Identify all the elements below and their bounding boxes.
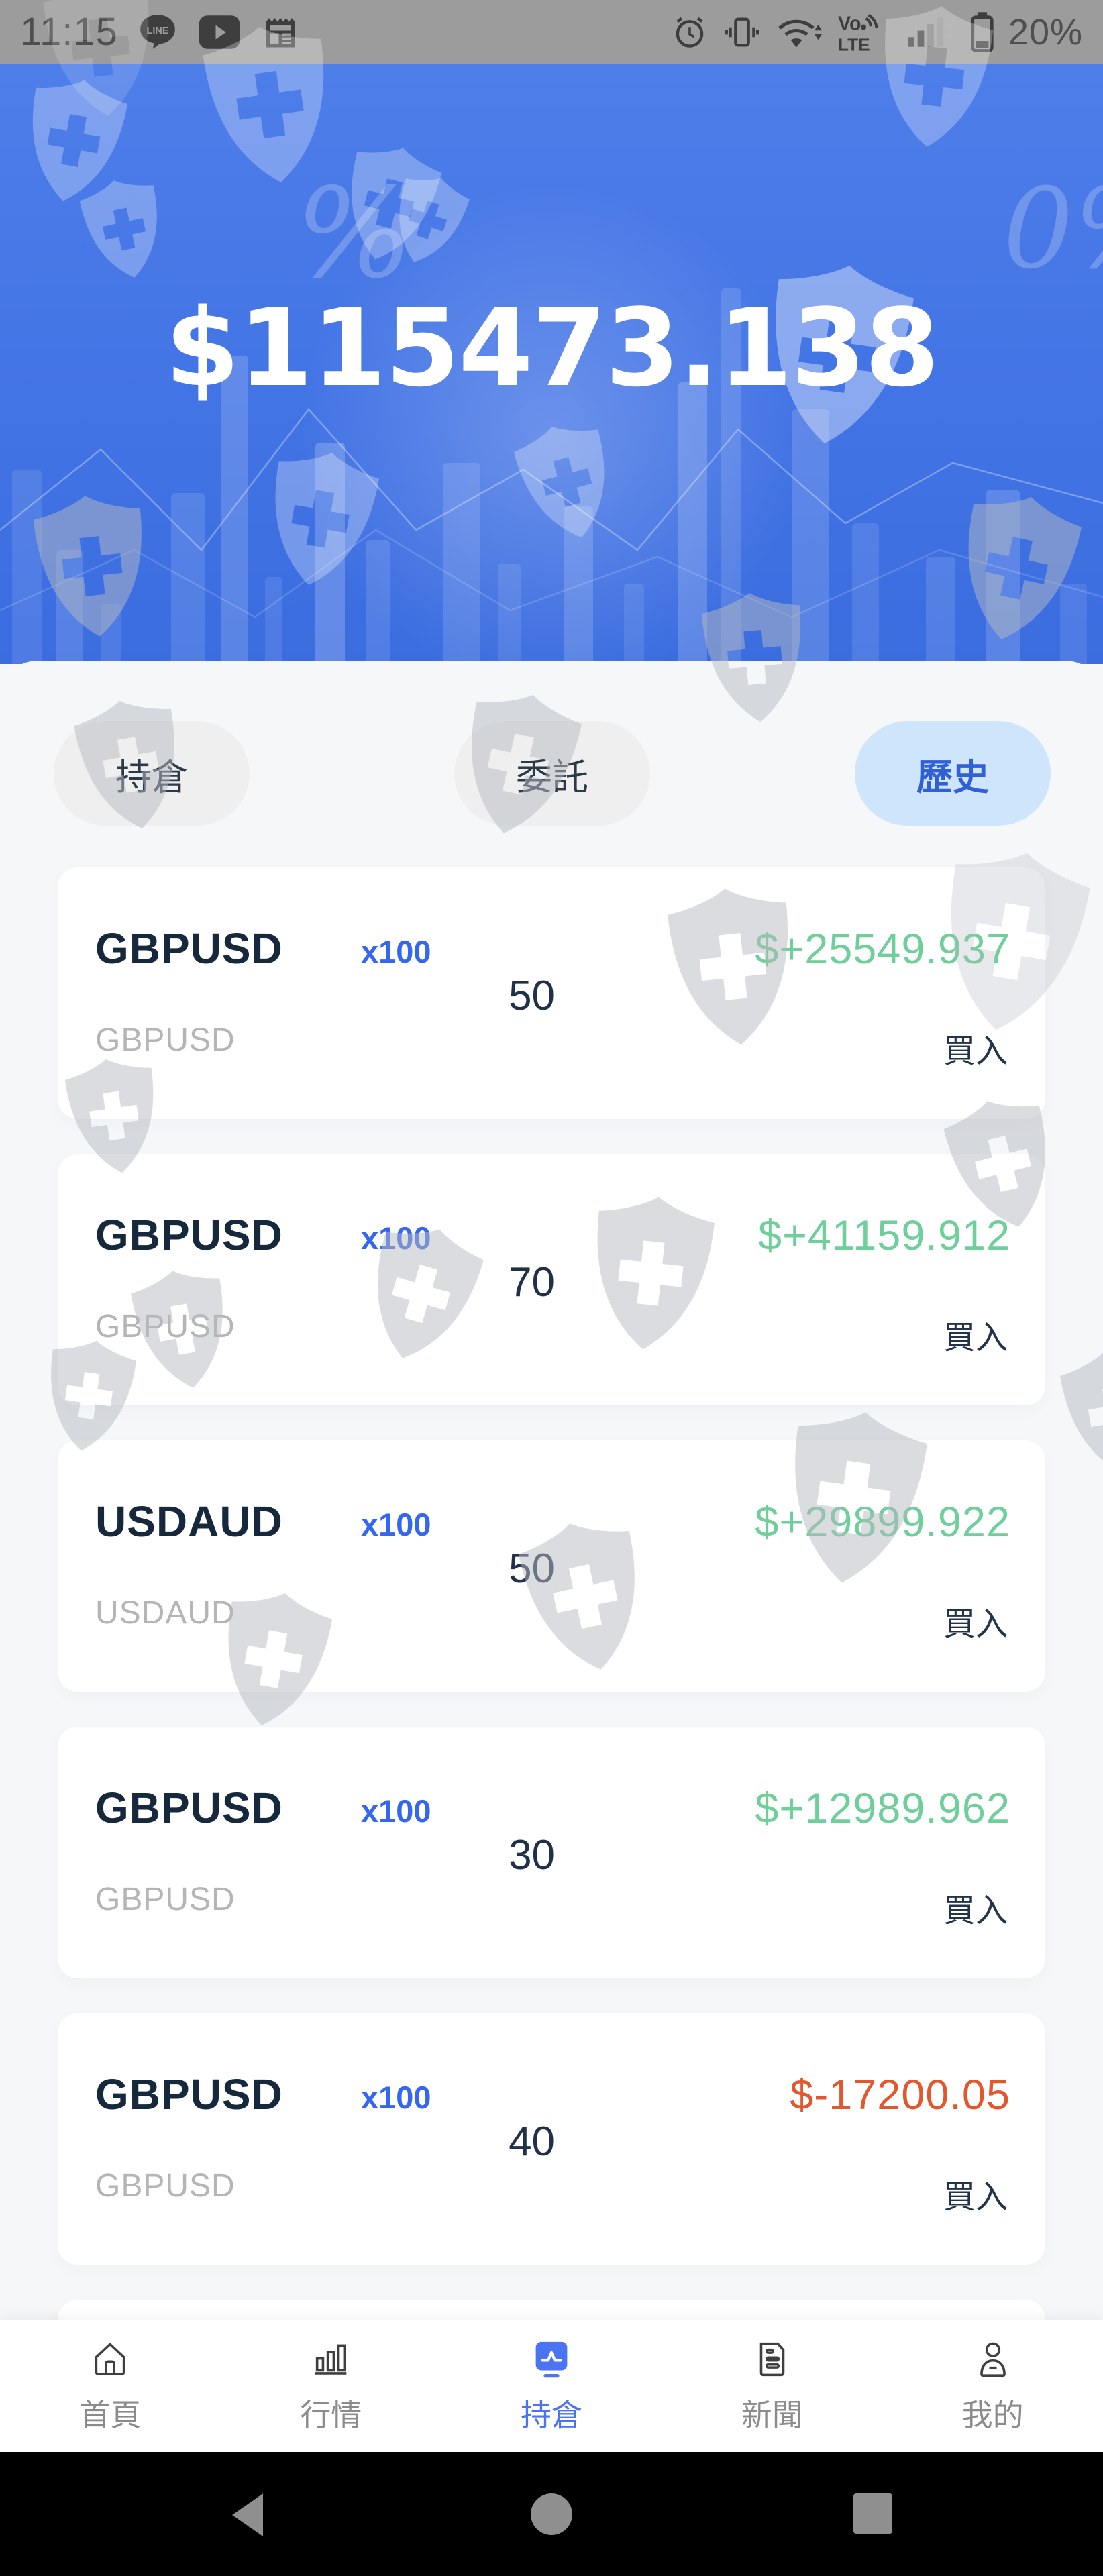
pnl-value: $-17200.05 [790, 2072, 1010, 2118]
nav-item-profile[interactable]: 我的 [882, 2337, 1103, 2435]
wifi-icon [778, 19, 822, 47]
quantity-value: 50 [509, 1546, 556, 1592]
symbol-label: USDAUD [95, 1497, 283, 1546]
pnl-value: $+29899.922 [755, 1499, 1010, 1546]
account-balance: $115473.138 [164, 285, 939, 411]
nav-item-news[interactable]: 新聞 [662, 2337, 882, 2435]
bottom-nav: 首頁 行情 持倉 新聞 [0, 2320, 1103, 2452]
quantity-value: 50 [509, 973, 556, 1019]
trade-side-label: 買入 [943, 1320, 1008, 1356]
nav-label-profile: 我的 [961, 2397, 1024, 2432]
chart-bar-decoration [852, 523, 879, 664]
bar-chart-icon [315, 2344, 347, 2375]
nav-label-home: 首頁 [79, 2397, 142, 2432]
nav-label-positions: 持倉 [520, 2397, 582, 2432]
symbol-sub-label: GBPUSD [95, 1309, 235, 1344]
tab-pending-orders[interactable]: 委託 [454, 721, 650, 826]
symbol-label: GBPUSD [95, 924, 283, 973]
signal-icon [908, 17, 953, 47]
chart-bar-decoration [443, 463, 480, 664]
chart-bar-decoration [221, 356, 248, 664]
trade-side-label: 買入 [943, 1034, 1008, 1069]
svg-text:Vo: Vo [838, 13, 861, 34]
history-list: GBPUSD x100 $+25549.937 50 GBPUSD 買入 GBP… [58, 867, 1045, 2394]
leverage-label: x100 [361, 2080, 431, 2115]
alarm-icon [676, 17, 704, 48]
position-card[interactable]: USDAUD x100 $+29899.922 50 USDAUD 買入 [58, 1440, 1045, 1692]
battery-icon [971, 11, 994, 52]
status-time: 11:15 [20, 10, 118, 54]
position-card[interactable]: GBPUSD x100 $-17200.05 40 GBPUSD 買入 [58, 2013, 1045, 2265]
symbol-sub-label: GBPUSD [95, 2168, 235, 2204]
content-sheet: 持倉 委託 歷史 GBPUSD x100 $+25549.937 50 GBPU… [0, 661, 1103, 2576]
position-card[interactable]: GBPUSD x100 $+25549.937 50 GBPUSD 買入 [58, 867, 1045, 1119]
positions-chart-icon [535, 2341, 568, 2377]
nav-label-news: 新聞 [741, 2397, 803, 2432]
svg-text:LTE: LTE [838, 34, 870, 53]
balance-header: $115473.138 [0, 64, 1103, 664]
chart-bar-decoration [624, 584, 644, 664]
trade-side-label: 買入 [943, 2180, 1008, 2215]
android-back-button[interactable] [228, 2492, 266, 2538]
nav-item-home[interactable]: 首頁 [0, 2337, 221, 2435]
nav-item-markets[interactable]: 行情 [221, 2337, 441, 2435]
position-card[interactable]: GBPUSD x100 $+41159.912 70 GBPUSD 買入 [58, 1154, 1045, 1405]
nav-label-markets: 行情 [300, 2397, 362, 2432]
leverage-label: x100 [361, 1793, 431, 1829]
symbol-label: GBPUSD [95, 1784, 283, 1832]
trade-side-label: 買入 [943, 1893, 1008, 1929]
symbol-sub-label: GBPUSD [95, 1022, 235, 1058]
symbol-label: GBPUSD [95, 2070, 283, 2118]
leverage-label: x100 [361, 934, 431, 969]
youtube-icon [199, 15, 240, 49]
status-bar-left: 11:15 LINE [20, 9, 301, 54]
quantity-value: 40 [509, 2118, 556, 2165]
person-icon [980, 2342, 1006, 2377]
vibrate-icon [725, 17, 759, 47]
home-icon [95, 2342, 125, 2375]
news-app-icon [266, 17, 295, 47]
line-app-icon: LINE [140, 14, 175, 49]
symbol-sub-label: GBPUSD [95, 1882, 235, 1917]
news-icon [759, 2342, 785, 2376]
status-bar-right: Vo LTE 20% [670, 11, 1083, 53]
pnl-value: $+25549.937 [755, 926, 1010, 973]
symbol-sub-label: USDAUD [95, 1595, 235, 1631]
android-nav-bar [0, 2452, 1103, 2576]
position-card[interactable]: GBPUSD x100 $+12989.962 30 GBPUSD 買入 [58, 1727, 1045, 1978]
trade-side-label: 買入 [943, 1607, 1008, 1642]
quantity-value: 70 [509, 1259, 556, 1305]
nav-item-positions[interactable]: 持倉 [441, 2337, 662, 2435]
quantity-value: 30 [509, 1832, 556, 1878]
android-recents-button[interactable] [853, 2493, 892, 2534]
android-home-button[interactable] [531, 2493, 572, 2535]
tab-bar: 持倉 委託 歷史 [0, 721, 1103, 826]
leverage-label: x100 [361, 1220, 431, 1256]
pnl-value: $+12989.962 [755, 1785, 1010, 1832]
symbol-label: GBPUSD [95, 1211, 283, 1259]
chart-bar-decoration [171, 493, 205, 664]
battery-percent: 20% [1008, 11, 1083, 52]
status-bar: 11:15 LINE [0, 0, 1103, 64]
chart-bar-decoration [498, 564, 521, 664]
tab-positions[interactable]: 持倉 [54, 721, 250, 826]
leverage-label: x100 [361, 1507, 431, 1542]
volte-icon: Vo LTE [838, 13, 878, 53]
svg-text:LINE: LINE [146, 25, 168, 36]
tab-history[interactable]: 歷史 [855, 721, 1051, 826]
pnl-value: $+41159.912 [758, 1212, 1010, 1259]
